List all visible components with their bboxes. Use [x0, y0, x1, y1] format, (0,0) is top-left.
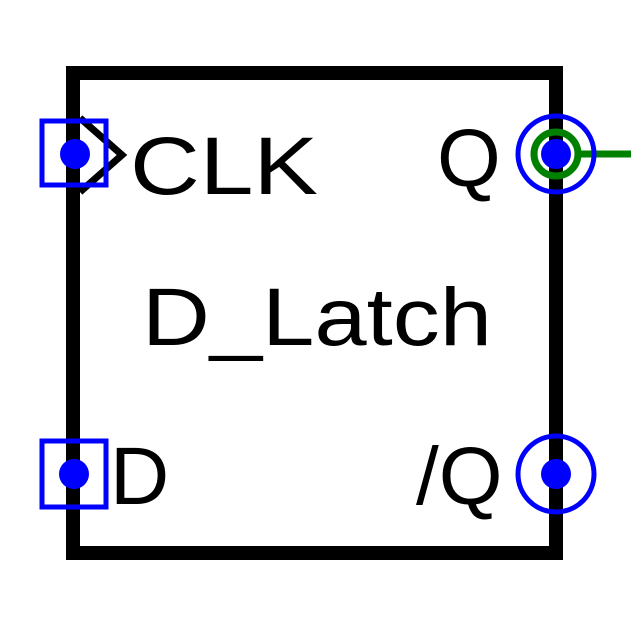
- clock-indicator-icon: [77, 115, 128, 195]
- component-name: D_Latch: [142, 272, 492, 363]
- pin-d-square-icon: [39, 438, 109, 510]
- pin-qn[interactable]: [515, 433, 597, 515]
- pin-qn-ring-icon: [515, 433, 597, 515]
- pin-qn-dot-icon: [541, 459, 571, 489]
- pin-d[interactable]: [39, 438, 109, 510]
- pin-label-q: Q: [437, 113, 501, 204]
- pin-clk-square-icon: [39, 118, 109, 188]
- pin-q-connection-ring-icon: [530, 128, 582, 180]
- pin-d-dot-icon: [59, 459, 89, 489]
- pin-q[interactable]: [515, 113, 597, 195]
- pin-label-d: D: [110, 431, 169, 522]
- pin-label-clk: CLK: [130, 121, 318, 212]
- pin-label-qn: /Q: [416, 431, 503, 522]
- pin-clk-dot-icon: [60, 139, 90, 169]
- pin-q-outer-ring-icon: [515, 113, 597, 195]
- pin-q-dot-icon: [541, 139, 571, 169]
- pin-clk[interactable]: [39, 118, 109, 188]
- component-body: [66, 66, 563, 560]
